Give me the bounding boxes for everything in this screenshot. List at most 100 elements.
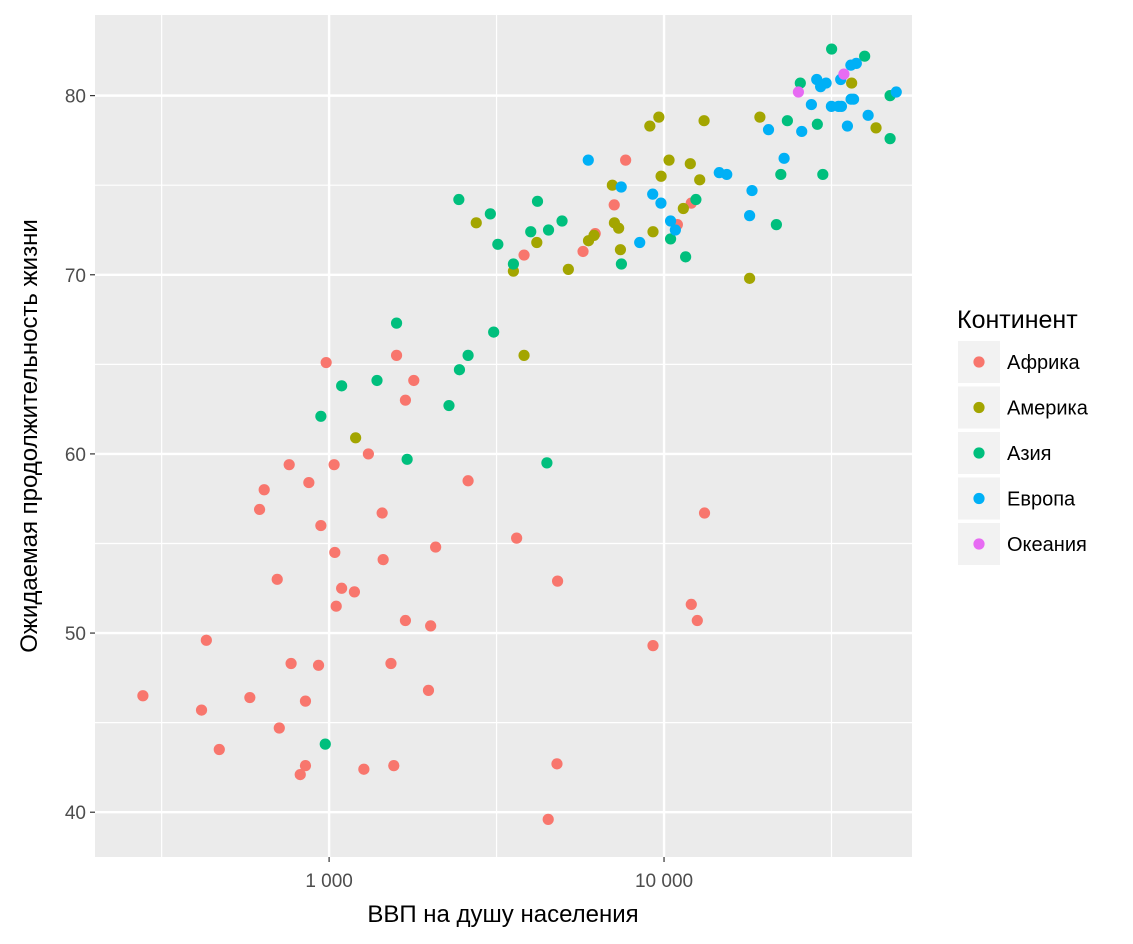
data-point xyxy=(663,154,675,166)
data-point xyxy=(348,586,361,598)
x-tick-label: 10 000 xyxy=(635,871,693,892)
x-tick-label: 1 000 xyxy=(305,871,353,892)
data-point xyxy=(377,554,389,566)
legend-label: Европа xyxy=(1007,489,1076,511)
data-point xyxy=(315,410,327,422)
data-point xyxy=(362,448,374,460)
data-point xyxy=(890,86,902,98)
data-point xyxy=(253,503,266,516)
data-point xyxy=(588,229,600,241)
data-point xyxy=(775,168,787,181)
legend-key-point xyxy=(973,538,985,550)
data-point xyxy=(762,124,775,136)
legend-label: Америка xyxy=(1007,398,1089,420)
data-point xyxy=(744,272,756,284)
data-point xyxy=(684,158,696,170)
data-point xyxy=(691,614,703,627)
data-point xyxy=(312,659,325,671)
data-point xyxy=(582,154,594,166)
data-point xyxy=(685,598,697,611)
data-point xyxy=(399,394,412,406)
data-point xyxy=(390,317,403,329)
data-point xyxy=(283,459,295,471)
data-point xyxy=(870,122,882,134)
data-point xyxy=(388,760,400,772)
data-point xyxy=(694,174,706,186)
legend-key-point xyxy=(973,401,985,414)
data-point xyxy=(615,258,628,270)
data-point xyxy=(655,197,667,209)
data-point xyxy=(614,244,627,256)
data-point xyxy=(664,215,677,227)
data-point xyxy=(744,210,756,222)
data-point xyxy=(453,364,466,376)
data-point xyxy=(315,519,327,532)
data-point xyxy=(195,704,208,716)
data-point xyxy=(488,326,500,338)
data-point xyxy=(613,222,625,234)
data-point xyxy=(319,738,331,750)
data-point xyxy=(620,154,632,166)
data-point xyxy=(399,614,412,627)
data-point xyxy=(644,120,656,132)
data-point xyxy=(244,691,256,704)
data-point xyxy=(746,184,758,197)
data-point xyxy=(664,233,677,245)
data-point xyxy=(542,813,554,825)
data-point xyxy=(525,226,537,238)
data-point xyxy=(518,249,530,261)
data-point xyxy=(859,50,871,62)
data-point xyxy=(330,600,342,612)
data-point xyxy=(376,507,388,519)
data-point xyxy=(577,245,589,258)
data-point xyxy=(443,399,455,412)
data-point xyxy=(698,507,711,519)
legend-label: Африка xyxy=(1007,352,1081,374)
data-point xyxy=(647,188,659,200)
data-point xyxy=(562,263,574,275)
data-point xyxy=(371,374,383,387)
data-point xyxy=(385,657,397,670)
y-axis-ticks: 40 50 60 70 80 xyxy=(65,87,95,824)
data-point xyxy=(669,224,681,236)
data-point xyxy=(299,695,312,707)
data-point xyxy=(200,634,212,646)
data-point xyxy=(258,484,270,496)
data-point xyxy=(336,380,348,392)
y-tick-label: 50 xyxy=(65,624,86,645)
data-point xyxy=(531,195,544,207)
data-point xyxy=(453,193,465,206)
legend-key-point xyxy=(973,447,985,459)
data-point xyxy=(518,349,530,361)
data-point xyxy=(647,640,659,652)
data-point xyxy=(615,181,627,193)
legend: Континент Африка Америка Азия Европа Океания xyxy=(957,306,1089,565)
data-point xyxy=(805,98,817,111)
data-point xyxy=(835,100,848,112)
data-point xyxy=(271,573,283,585)
data-point xyxy=(796,125,808,138)
data-point xyxy=(608,199,620,211)
data-point xyxy=(470,217,482,229)
data-point xyxy=(690,193,702,206)
data-point xyxy=(303,476,315,489)
data-point xyxy=(794,77,806,89)
minor-gridlines xyxy=(95,15,912,857)
data-point xyxy=(462,349,474,361)
x-axis-ticks: 1 000 10 000 xyxy=(305,857,693,892)
plot-panel xyxy=(95,15,912,857)
y-tick-label: 70 xyxy=(65,266,86,287)
y-axis-title: Ожидаемая продолжительность жизни xyxy=(16,219,43,652)
y-tick-label: 60 xyxy=(65,445,86,466)
data-point xyxy=(556,215,568,227)
data-point xyxy=(792,86,805,98)
data-point xyxy=(285,657,297,670)
data-point xyxy=(425,620,437,632)
data-point xyxy=(462,475,474,487)
data-point xyxy=(484,208,496,220)
data-point xyxy=(408,374,420,387)
data-point xyxy=(137,690,149,702)
legend-key-point xyxy=(973,356,985,368)
data-point xyxy=(838,68,850,80)
